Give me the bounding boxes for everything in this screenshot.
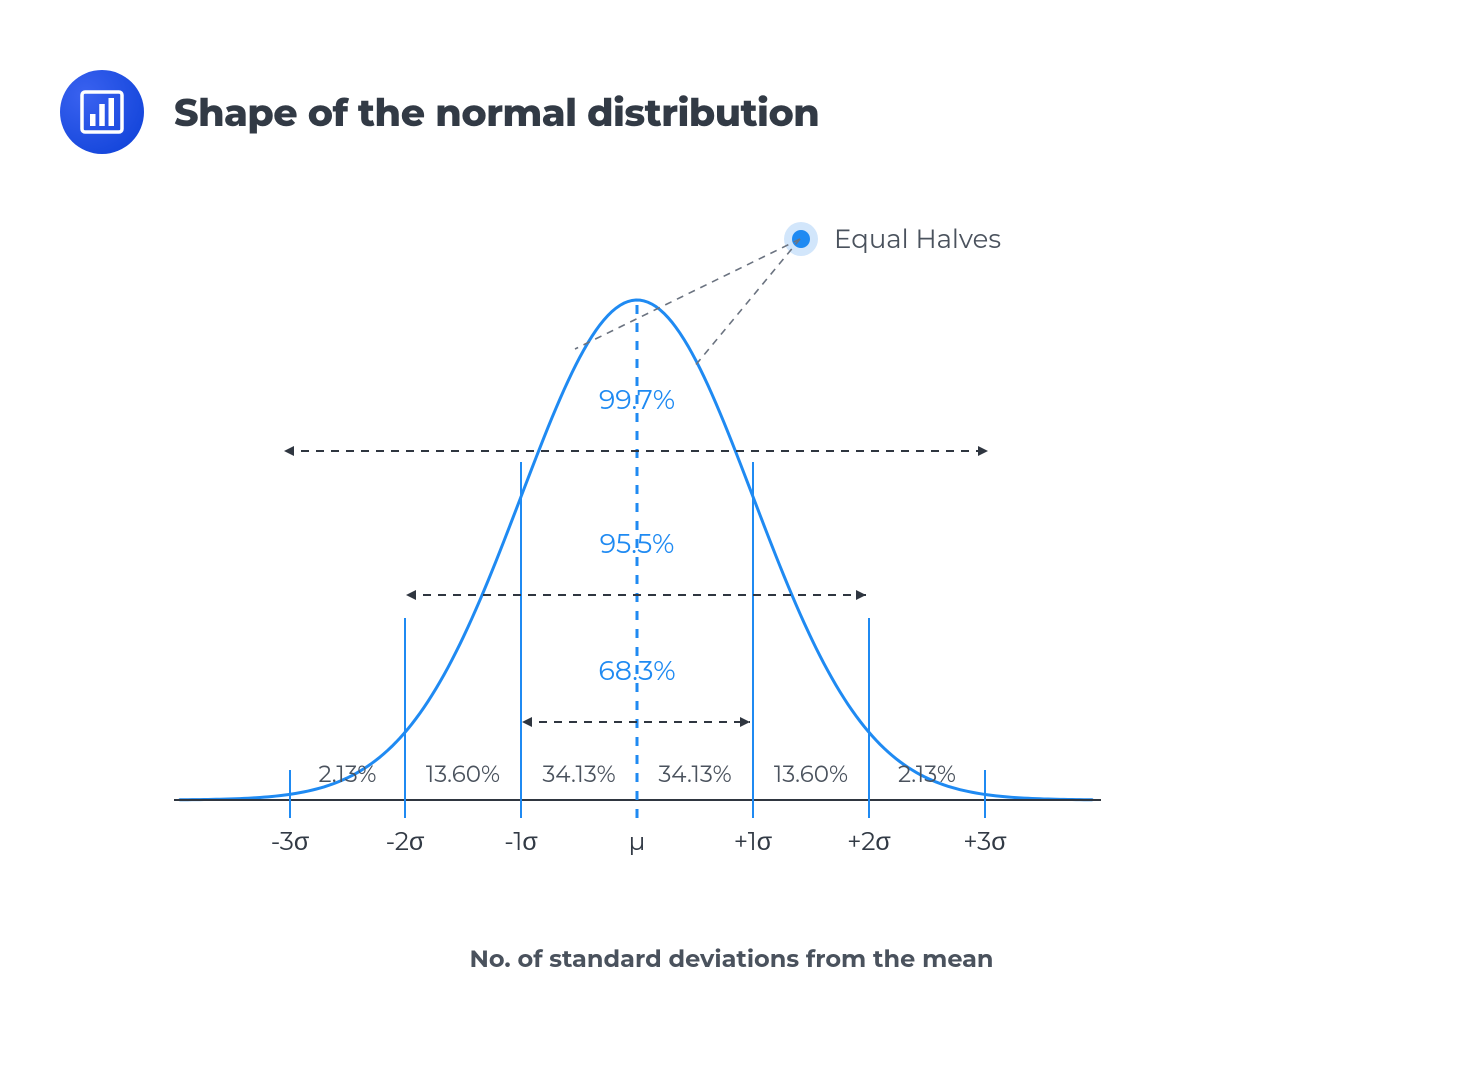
diagram-canvas: Shape of the normal distribution Equal H… xyxy=(0,0,1463,1065)
xaxis-title: No. of standard deviations from the mean xyxy=(469,945,993,974)
percent-label-997: 99.7% xyxy=(599,383,675,416)
region-percent: 13.60% xyxy=(774,760,848,788)
region-percent: 2.13% xyxy=(319,760,377,788)
region-percent: 34.13% xyxy=(658,760,731,788)
callout-leader xyxy=(575,239,800,349)
tick-label: -2σ xyxy=(386,827,425,857)
normal-distribution-chart: 99.7% 95.5% 68.3% 2.13% 13.60% 34.13% 34.13% 13… xyxy=(0,0,1463,1065)
tick-label: +2σ xyxy=(847,827,891,857)
percent-label-955: 95.5% xyxy=(600,527,675,560)
region-percent: 2.13% xyxy=(898,760,956,788)
callout-leader xyxy=(694,239,800,367)
tick-label: μ xyxy=(629,827,646,857)
percent-label-683: 68.3% xyxy=(598,654,675,687)
tick-label: -3σ xyxy=(271,827,310,857)
region-percent: 34.13% xyxy=(542,760,615,788)
region-percent: 13.60% xyxy=(426,760,500,788)
tick-label: -1σ xyxy=(504,827,538,857)
tick-label: +1σ xyxy=(734,827,773,857)
tick-label: +3σ xyxy=(963,827,1007,857)
